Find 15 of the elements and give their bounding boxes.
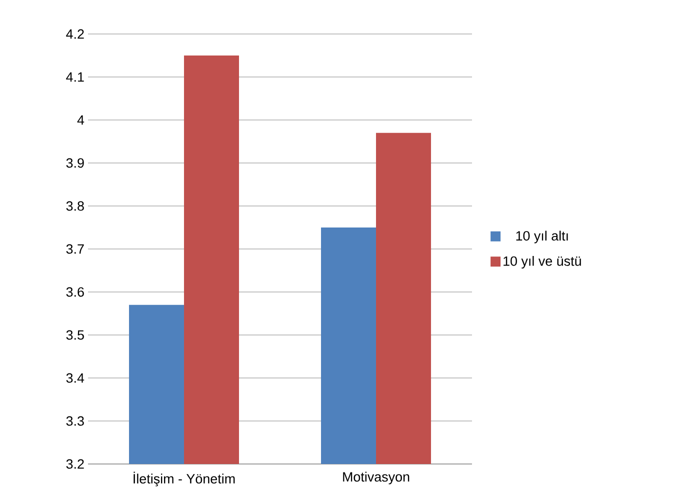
y-tick-label: 4.2 xyxy=(66,29,84,39)
y-tick-label: 3.6 xyxy=(66,287,84,297)
y-tick-label: 3.3 xyxy=(66,416,84,426)
legend-label: 10 yıl ve üstü xyxy=(504,256,581,269)
legend-label: 10 yıl altı xyxy=(516,230,568,244)
y-tick-label: 3.2 xyxy=(66,459,84,469)
y-tick-label: 4.1 xyxy=(66,72,84,82)
y-tick-label: 3.7 xyxy=(66,244,84,254)
y-tick-label: 3.9 xyxy=(66,158,84,168)
x-tick-label: Motivasyon xyxy=(343,472,410,484)
x-tick-label: İletişim - Yönetim xyxy=(134,472,235,486)
y-tick-label: 3.5 xyxy=(66,330,84,340)
y-tick-label: 4 xyxy=(77,115,84,125)
y-tick-label: 3.8 xyxy=(66,201,84,211)
y-tick-label: 3.4 xyxy=(66,373,84,383)
